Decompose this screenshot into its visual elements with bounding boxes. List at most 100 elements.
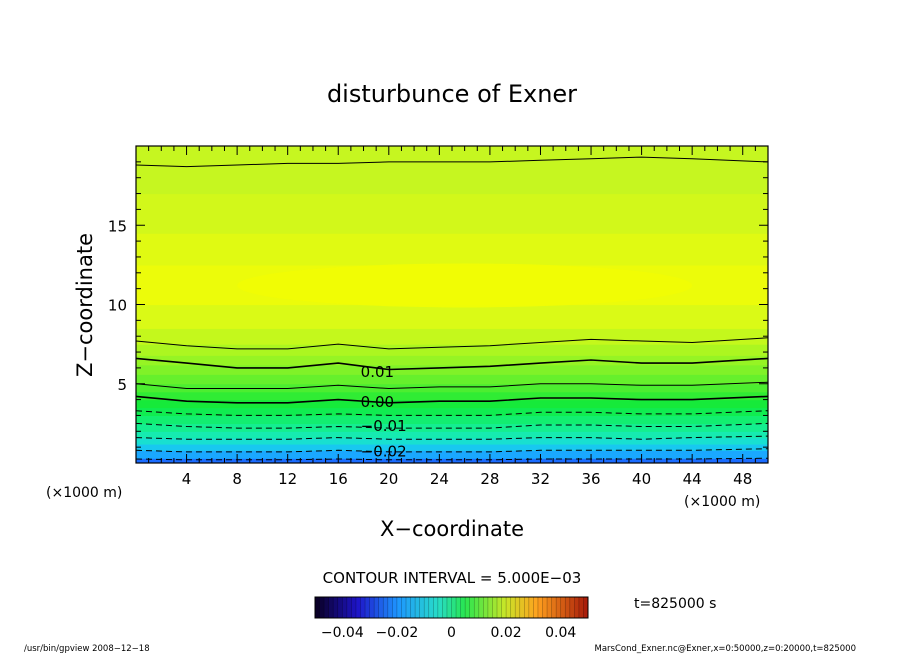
x-tick-label-24: 24 [430,470,449,488]
colorbar-segment-37 [483,597,489,618]
colorbar-segment-21 [410,597,416,618]
contour-line-0 [136,156,768,168]
colorbar-segment-27 [437,597,443,618]
colorbar-segment-25 [428,597,434,618]
fill-band-2 [136,443,768,451]
fill-band-4 [136,431,768,439]
fill-band-15 [136,328,768,345]
colorbar-segment-48 [533,597,539,618]
contour-line-7 [136,435,768,440]
x-unit-right: (×1000 m) [684,494,760,510]
y-axis-label: Z−coordinate [73,233,97,377]
footer-right: MarsCond_Exner.nc@Exner,x=0:50000,z=0:20… [594,644,856,654]
colorbar-segment-43 [510,597,516,618]
colorbar-segment-59 [583,597,589,618]
colorbar-segment-13 [374,597,380,618]
fill-core [237,263,693,308]
fill-band-19 [136,193,768,234]
x-tick-label-48: 48 [733,470,752,488]
contour-line-3 [136,381,768,390]
colorbar-segment-24 [424,597,430,618]
colorbar-tick-label-2: 0 [447,625,456,641]
y-axis: 5 10 15 [108,161,768,448]
colorbar-segment-44 [515,597,521,618]
colorbar-segment-15 [383,597,389,618]
colorbar-segment-49 [537,597,543,618]
colorbar-segment-40 [497,597,502,618]
colorbar-segment-58 [578,597,584,618]
colorbar-tick-label-1: −0.02 [375,625,418,641]
contour-line-1 [136,337,768,350]
colorbar-segment-31 [456,597,461,618]
x-axis-label: X−coordinate [380,517,524,541]
colorbar-segment-35 [474,597,480,618]
colorbar-segment-0 [315,597,320,618]
fill-band-11 [136,374,768,385]
colorbar-segment-10 [360,597,366,618]
colorbar-segment-20 [406,597,411,618]
fill-band-3 [136,437,768,445]
x-tick-label-12: 12 [278,470,297,488]
footer-left: /usr/bin/gpview 2008−12−18 [24,644,150,654]
fill-band-7 [136,407,768,417]
colorbar-segment-4 [333,597,339,618]
fill-band-10 [136,383,768,393]
colorbar-segment-51 [547,597,552,618]
colorbar-segment-56 [569,597,575,618]
colorbar-segment-18 [396,597,402,618]
colorbar-segment-14 [378,597,384,618]
fill-band-18 [136,233,768,266]
colorbar-segment-3 [328,597,334,618]
colorbar-segment-50 [542,597,548,618]
time-label: t=825000 s [634,596,716,612]
y-tick-label-15: 15 [108,217,127,235]
colorbar-segment-6 [342,597,348,618]
y-tick-label-10: 10 [108,297,127,315]
contour-line-4 [136,395,768,404]
colorbar-segment-11 [365,597,370,618]
fill-band-12 [136,364,768,375]
contour-interval: CONTOUR INTERVAL = 5.000E−03 [323,569,582,587]
colorbar-segment-22 [415,597,421,618]
x-tick-label-28: 28 [480,470,499,488]
colorbar-segment-26 [433,597,439,618]
colorbar-segment-41 [501,597,507,618]
colorbar-segment-39 [492,597,498,618]
colorbar-segment-34 [469,597,475,618]
x-tick-label-16: 16 [329,470,348,488]
colorbar-segment-2 [324,597,330,618]
colorbar-segment-29 [446,597,452,618]
colorbar-segment-7 [346,597,352,618]
colorbar-segment-55 [565,597,571,618]
fill-band-16 [136,304,768,329]
contour-labels: 0.01 0.00 −0.01 −0.02 [361,363,407,460]
fill-band-20 [136,146,768,195]
colorbar-tick-label-4: 0.04 [545,625,576,641]
contour-label-0: 0.01 [361,363,394,381]
x-axis: 4 8 12 16 20 24 28 32 36 40 44 48 [148,146,756,488]
colorbar-segment-28 [442,597,448,618]
fill-band-14 [136,344,768,356]
x-tick-label-44: 44 [683,470,702,488]
contour-line-6 [136,422,768,429]
contour-label-2: −0.01 [361,417,407,435]
colorbar-segment-33 [465,597,471,618]
chart-title: disturbunce of Exner [327,80,577,108]
colorbar-segment-19 [401,597,407,618]
colorbar-segment-38 [487,597,493,618]
colorbar-segment-8 [351,597,357,618]
fill-band-1 [136,450,768,459]
x-tick-label-20: 20 [379,470,398,488]
contour-label-3: −0.02 [361,442,407,460]
contour-line-8 [136,448,768,453]
fill-band-5 [136,423,768,432]
colorbar-segment-16 [387,597,393,618]
colorbar-segment-12 [369,597,375,618]
colorbar-segment-23 [419,597,425,618]
colorbar-segment-57 [574,597,580,618]
x-tick-label-32: 32 [531,470,550,488]
colorbar-segment-47 [528,597,534,618]
colorbar-tick-label-0: −0.04 [321,625,364,641]
contour-line-5 [136,410,768,416]
